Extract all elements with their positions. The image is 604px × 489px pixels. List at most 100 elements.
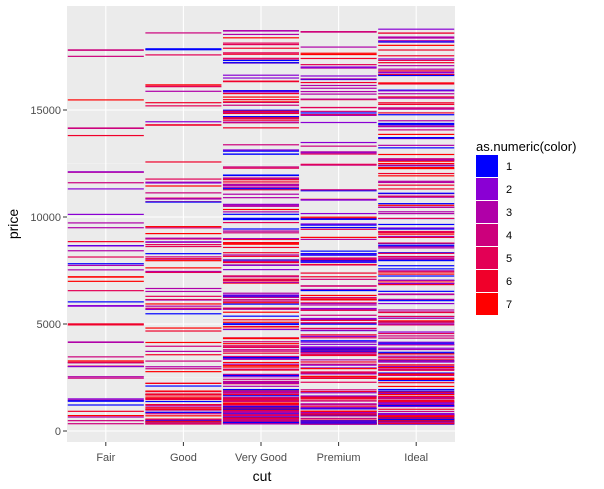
tile: [222, 254, 300, 256]
tile: [222, 149, 300, 151]
tile: [300, 289, 377, 292]
tile: [378, 377, 455, 379]
tile: [378, 413, 455, 415]
tile: [222, 302, 300, 304]
tile: [300, 359, 377, 361]
legend-label-7: 7: [506, 299, 512, 311]
tile: [300, 403, 377, 405]
tile: [300, 113, 377, 116]
tile: [222, 144, 300, 146]
tile: [222, 408, 300, 410]
legend-label-1: 1: [506, 161, 512, 173]
legend-key-7: [476, 293, 498, 315]
tile: [222, 405, 300, 407]
tile: [378, 403, 455, 405]
tile: [222, 218, 300, 221]
tile: [378, 160, 455, 162]
x-tick-label: Ideal: [404, 452, 428, 464]
tile: [222, 410, 300, 412]
tile: [378, 422, 455, 424]
tile: [145, 181, 222, 183]
tile: [222, 122, 300, 124]
tile: [300, 223, 377, 225]
tile: [378, 112, 455, 114]
tile-layer: [67, 28, 455, 425]
tile: [67, 127, 144, 129]
tile: [300, 236, 377, 238]
tile: [67, 410, 144, 412]
tile: [145, 161, 222, 163]
tile: [222, 292, 300, 294]
legend: as.numeric(color) 1 2 3 4 5 6 7: [476, 139, 576, 315]
tile: [378, 129, 455, 131]
tile: [145, 330, 222, 332]
tile: [222, 203, 300, 205]
tile: [300, 112, 377, 114]
tile: [222, 232, 300, 234]
tile: [222, 326, 300, 328]
tile: [222, 96, 300, 98]
tile: [222, 91, 300, 93]
tile: [300, 296, 377, 299]
tile: [378, 275, 455, 277]
tile: [300, 317, 377, 320]
tile: [145, 178, 222, 180]
tile: [222, 53, 300, 55]
tile: [67, 423, 144, 425]
tile: [378, 265, 455, 267]
tile: [222, 355, 300, 358]
tile: [222, 368, 300, 370]
tile: [222, 366, 300, 368]
tile: [378, 317, 455, 319]
tile: [378, 298, 455, 300]
tile: [378, 122, 455, 125]
tile: [222, 246, 300, 249]
tile: [378, 203, 455, 205]
tile: [222, 213, 300, 215]
tile: [145, 408, 222, 410]
tile: [378, 90, 455, 92]
tile: [300, 75, 377, 77]
tile: [378, 348, 455, 351]
tile: [378, 260, 455, 262]
tile: [378, 332, 455, 335]
tile: [145, 415, 222, 417]
tile: [378, 120, 455, 122]
tile: [378, 96, 455, 98]
tile: [67, 49, 144, 51]
tile: [67, 323, 144, 325]
tile: [378, 211, 455, 213]
tile: [300, 363, 377, 365]
tile: [378, 255, 455, 258]
tile: [67, 245, 144, 247]
tile: [378, 397, 455, 400]
tile: [378, 71, 455, 74]
tile: [378, 235, 455, 238]
tile: [222, 185, 300, 187]
tile: [222, 415, 300, 417]
tile: [300, 216, 377, 218]
tile: [378, 144, 455, 146]
tile: [378, 73, 455, 76]
tile: [222, 414, 300, 417]
tile: [67, 269, 144, 271]
tile: [378, 172, 455, 175]
tile: [300, 226, 377, 229]
tile: [378, 147, 455, 149]
tile: [67, 264, 144, 267]
tile: [378, 284, 455, 286]
tile: [67, 376, 144, 378]
tile: [378, 58, 455, 60]
tile: [222, 116, 300, 118]
tile: [378, 320, 455, 322]
tile: [67, 256, 144, 258]
tile: [145, 366, 222, 368]
legend-label-2: 2: [506, 184, 512, 196]
tile: [222, 276, 300, 278]
tile: [222, 382, 300, 384]
tile: [300, 347, 377, 349]
tile: [222, 323, 300, 325]
tile: [67, 414, 144, 417]
tile: [300, 368, 377, 370]
